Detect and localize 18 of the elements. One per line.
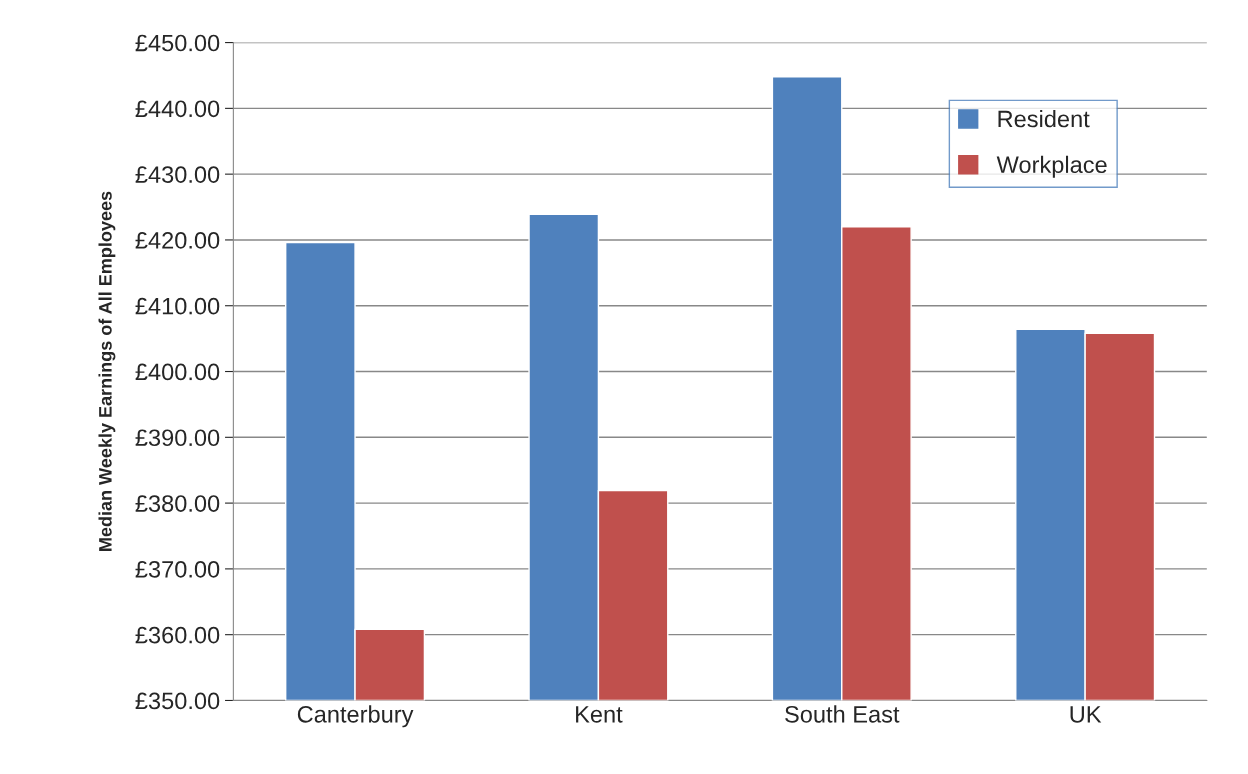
x-tick-label: South East	[785, 705, 900, 723]
y-tick-label: £410.00	[135, 297, 220, 315]
y-tick-label: £420.00	[135, 232, 220, 249]
y-tick-label: £350.00	[135, 692, 220, 710]
y-tick-label: £390.00	[135, 429, 220, 447]
x-tick-label: UK	[1070, 706, 1102, 723]
legend-label: Workplace	[996, 155, 1107, 178]
x-tick-label: Canterbury	[297, 705, 414, 728]
y-tick-label: £360.00	[135, 626, 220, 644]
y-tick-label: £400.00	[135, 363, 220, 381]
legend-label: Resident	[998, 110, 1090, 128]
y-tick-label: £440.00	[135, 100, 220, 118]
y-tick-label: £370.00	[135, 560, 220, 578]
y-axis-title: Median Weekly Earnings of All Employees	[98, 191, 116, 551]
x-tick-label: Kent	[576, 706, 623, 723]
y-tick-label: £380.00	[135, 495, 220, 512]
y-tick-label: £450.00	[135, 34, 220, 52]
y-tick-label: £430.00	[135, 166, 220, 183]
